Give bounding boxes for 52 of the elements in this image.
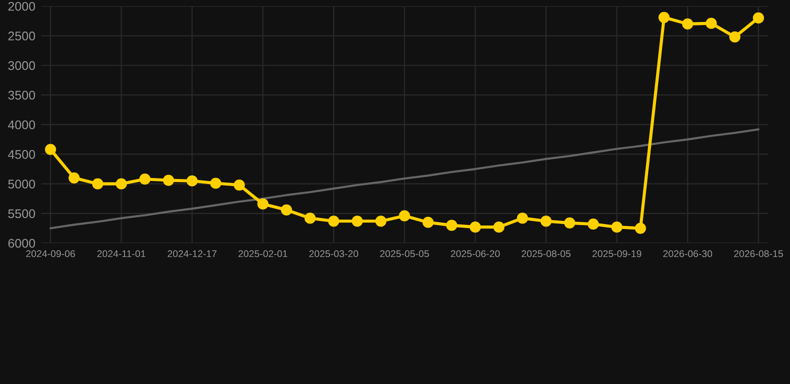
point	[634, 222, 646, 234]
point	[564, 217, 576, 228]
y-tick-label: 5000	[8, 180, 36, 188]
y-tick-label: 6000	[8, 238, 36, 248]
point	[706, 18, 717, 29]
point	[68, 172, 80, 184]
point	[516, 212, 528, 224]
x-tick-label: 2026-08-15	[734, 250, 783, 258]
point	[446, 220, 458, 231]
point	[280, 204, 292, 216]
x-tick-label: 2025-03-20	[309, 250, 358, 258]
point	[752, 12, 764, 24]
point	[658, 12, 670, 23]
point	[493, 222, 504, 233]
point	[234, 179, 245, 191]
y-tick-label: 2500	[8, 32, 36, 40]
point	[352, 216, 363, 227]
y-tick-label: 4000	[8, 120, 36, 130]
line-series	[49, 128, 760, 230]
point	[470, 222, 481, 233]
point	[44, 144, 56, 156]
point	[257, 198, 268, 210]
point	[92, 178, 104, 190]
point	[304, 212, 316, 224]
x-tick-label: 2024-09-06	[26, 250, 75, 258]
point	[162, 174, 174, 186]
point	[422, 216, 434, 228]
point	[682, 18, 694, 30]
x-tick-label: 2024-11-01	[97, 250, 146, 258]
point	[186, 175, 198, 186]
x-tick-label: 2026-06-30	[663, 250, 712, 258]
point	[328, 216, 340, 227]
point	[139, 174, 150, 185]
y-tick-label: 3000	[8, 61, 36, 70]
point	[729, 31, 740, 42]
y-tick-label: 2000	[8, 2, 36, 11]
point	[210, 178, 222, 189]
x-tick-label: 2025-05-05	[380, 250, 429, 258]
x-tick-label: 2024-12-17	[168, 250, 216, 258]
point	[540, 216, 552, 227]
point	[116, 178, 127, 190]
y-tick-label: 4500	[8, 150, 36, 159]
point	[398, 210, 410, 222]
y-tick-label: 5500	[8, 209, 36, 218]
x-tick-label: 2025-09-19	[592, 250, 642, 258]
x-tick-label: 2025-06-20	[450, 250, 500, 258]
y-tick-label: 3500	[8, 90, 36, 100]
point	[611, 222, 622, 233]
point	[588, 218, 599, 230]
x-tick-label: 2025-02-01	[238, 250, 288, 258]
x-tick-label: 2025-08-05	[522, 250, 571, 258]
point	[375, 216, 386, 227]
